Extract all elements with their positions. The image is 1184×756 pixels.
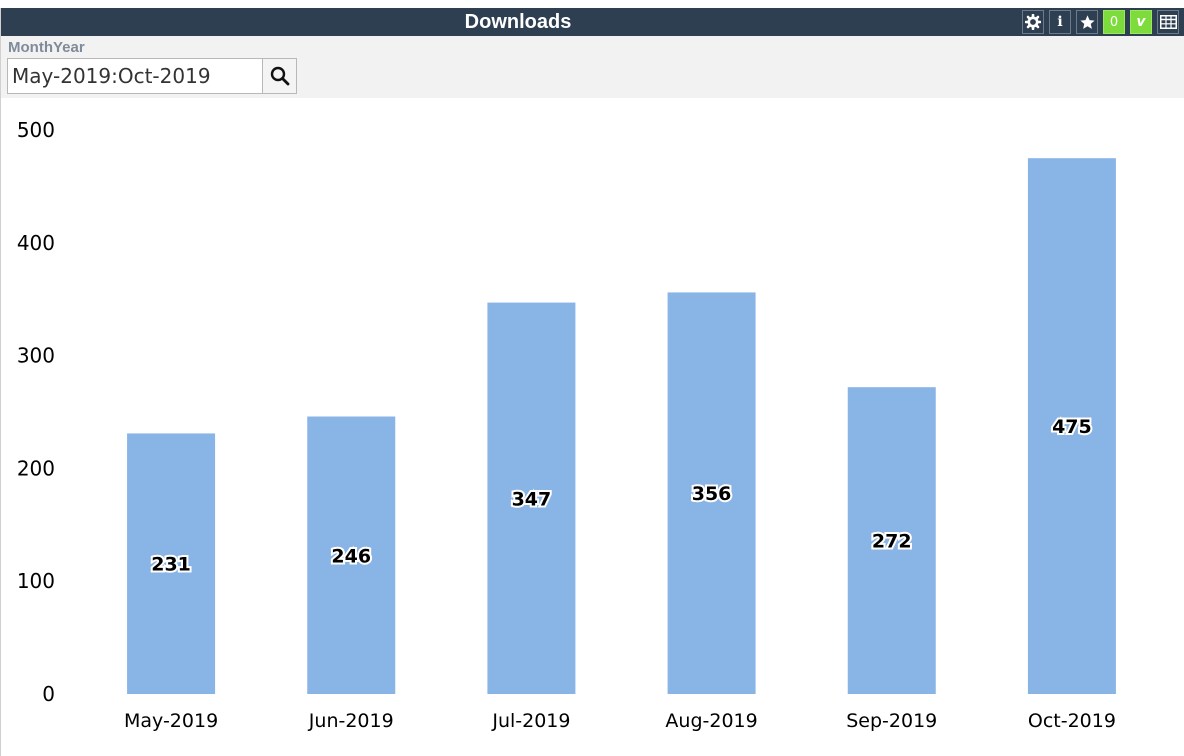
x-tick-label: Aug-2019 (665, 710, 757, 732)
bar-sep-2019 (847, 387, 936, 694)
bar-may-2019 (127, 433, 216, 694)
data-label: 272 (872, 531, 912, 553)
title-bar: Downloads i 0 v (1, 8, 1184, 36)
search-icon (270, 66, 289, 86)
star-icon[interactable] (1076, 10, 1098, 34)
bar-aug-2019 (667, 292, 756, 694)
month-year-input[interactable] (7, 58, 263, 94)
y-tick-label: 400 (17, 231, 55, 255)
v-icon[interactable]: v (1130, 10, 1152, 34)
zero-icon[interactable]: 0 (1103, 10, 1125, 34)
data-label: 356 (692, 483, 732, 505)
data-label: 231 (151, 554, 191, 576)
downloads-panel: Downloads i 0 v (0, 8, 1184, 756)
y-tick-label: 100 (17, 569, 55, 593)
chart-area: 0 100 200 300 400 500 231 May-2019 246 Jun-2019 34… (1, 98, 1184, 756)
y-tick-label: 200 (17, 456, 55, 480)
x-tick-label: Jul-2019 (491, 710, 570, 732)
data-label: 246 (331, 545, 371, 567)
table-icon[interactable] (1157, 10, 1179, 34)
y-tick-label: 300 (17, 344, 55, 368)
bar-chart: 0 100 200 300 400 500 231 May-2019 246 Jun-2019 34… (17, 118, 1116, 732)
y-tick-label: 0 (42, 682, 55, 706)
filter-bar: MonthYear (1, 36, 1184, 98)
y-tick-label: 500 (17, 118, 55, 142)
x-tick-label: Oct-2019 (1028, 710, 1116, 732)
panel-title: Downloads (464, 11, 572, 33)
x-tick-label: May-2019 (124, 710, 218, 732)
data-label: 347 (512, 488, 552, 510)
search-button[interactable] (262, 58, 297, 94)
bar-jul-2019 (487, 302, 576, 694)
filter-label: MonthYear (8, 39, 85, 56)
x-tick-label: Jun-2019 (308, 710, 394, 732)
data-label: 475 (1052, 416, 1092, 438)
info-icon[interactable]: i (1049, 10, 1071, 34)
bar-oct-2019 (1027, 158, 1116, 694)
gear-icon[interactable] (1022, 10, 1044, 34)
bar-jun-2019 (307, 416, 396, 694)
x-tick-label: Sep-2019 (846, 710, 937, 732)
